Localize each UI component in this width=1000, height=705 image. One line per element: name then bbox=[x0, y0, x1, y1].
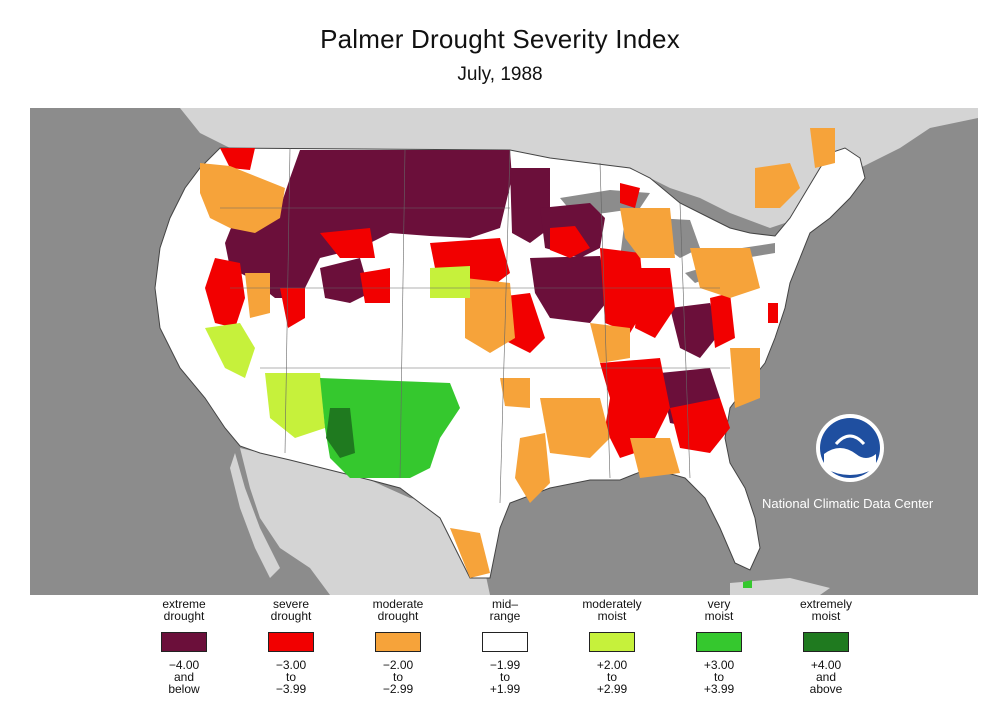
legend-swatch bbox=[696, 632, 742, 652]
us-land bbox=[154, 147, 866, 579]
state-boundaries bbox=[220, 147, 730, 504]
legend-swatch bbox=[589, 632, 635, 652]
legend-range: −1.99 to +1.99 bbox=[489, 658, 521, 696]
noaa-emblem bbox=[816, 414, 884, 482]
legend-item-very-moist: very moist +3.00 to +3.99 bbox=[659, 596, 779, 695]
legend-label: severe drought bbox=[270, 597, 312, 623]
legend-range: +4.00 and above bbox=[809, 658, 843, 696]
legend-item-mid-range: mid– range −1.99 to +1.99 bbox=[445, 596, 565, 695]
legend-range: −4.00 and below bbox=[168, 658, 200, 696]
legend-label: extreme drought bbox=[162, 597, 206, 623]
legend-range: −3.00 to −3.99 bbox=[275, 658, 307, 696]
legend-range: −2.00 to −2.99 bbox=[382, 658, 414, 696]
extremely-moist-region bbox=[326, 408, 355, 458]
legend-item-extremely-moist: extremely moist +4.00 and above bbox=[766, 596, 886, 695]
legend-label: moderately moist bbox=[582, 597, 642, 623]
legend-swatch bbox=[161, 632, 207, 652]
drought-map bbox=[30, 108, 978, 595]
legend-label: very moist bbox=[704, 597, 734, 623]
map-title: Palmer Drought Severity Index bbox=[320, 24, 680, 54]
credit-text: National Climatic Data Center bbox=[762, 496, 934, 511]
moderately-moist-regions bbox=[205, 266, 470, 438]
legend-label: moderate drought bbox=[372, 597, 424, 623]
legend-item-extreme-drought: extreme drought −4.00 and below bbox=[124, 596, 244, 695]
moderate-drought-regions bbox=[200, 128, 835, 578]
cuba-land bbox=[730, 578, 830, 595]
legend-swatch bbox=[375, 632, 421, 652]
legend: extreme drought −4.00 and below severe droug… bbox=[0, 596, 1000, 705]
legend-swatch bbox=[268, 632, 314, 652]
map-subtitle: July, 1988 bbox=[457, 64, 543, 85]
legend-label: extremely moist bbox=[799, 597, 852, 623]
legend-range: +3.00 to +3.99 bbox=[703, 658, 735, 696]
baja-peninsula bbox=[230, 453, 280, 578]
legend-label: mid– range bbox=[489, 597, 521, 623]
very-moist-islet bbox=[743, 580, 752, 588]
legend-item-moderate-drought: moderate drought −2.00 to −2.99 bbox=[338, 596, 458, 695]
severe-drought-regions bbox=[205, 148, 778, 458]
legend-item-severe-drought: severe drought −3.00 to −3.99 bbox=[231, 596, 351, 695]
mexico-land bbox=[240, 448, 490, 595]
legend-item-moderately-moist: moderately moist +2.00 to +2.99 bbox=[552, 596, 672, 695]
legend-swatch bbox=[803, 632, 849, 652]
legend-range: +2.00 to +2.99 bbox=[596, 658, 628, 696]
legend-swatch bbox=[482, 632, 528, 652]
